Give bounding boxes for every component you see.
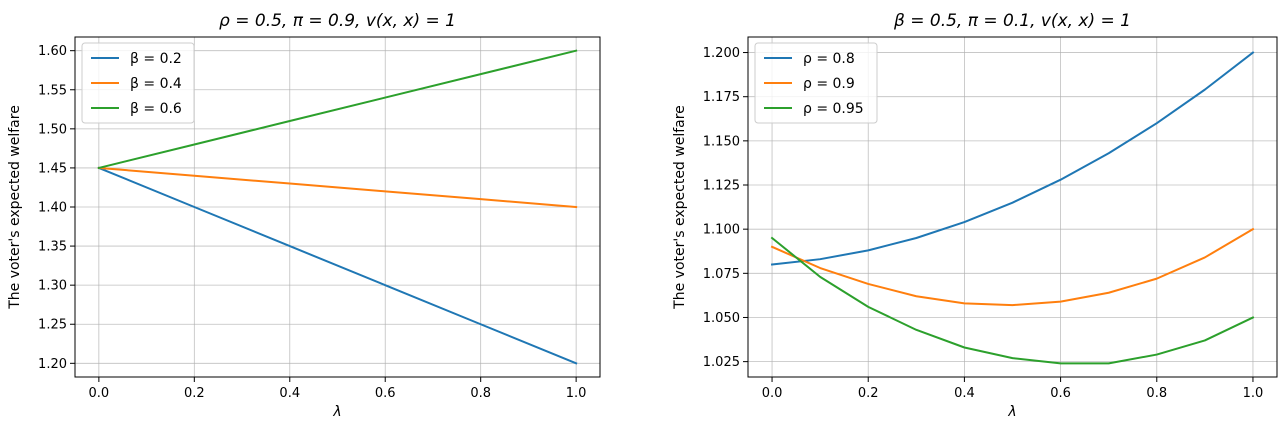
y-tick-label: 1.125 (703, 179, 740, 194)
x-tick-label: 0.8 (470, 386, 491, 401)
x-axis-label: λ (1007, 404, 1016, 420)
y-tick-label: 1.40 (38, 201, 67, 216)
y-tick-label: 1.150 (703, 134, 740, 149)
y-tick-label: 1.35 (38, 240, 67, 255)
series-line-2 (97, 49, 578, 170)
y-tick-label: 1.50 (38, 122, 67, 137)
y-tick-label: 1.075 (703, 267, 740, 282)
axes-frame (747, 36, 1278, 378)
y-tick-label: 1.45 (38, 161, 67, 176)
series-lines (770, 51, 1255, 365)
legend-label-0: ρ = 0.8 (803, 51, 855, 67)
x-tick-label: 0.8 (1146, 386, 1167, 401)
grid (748, 37, 1277, 377)
y-tick-label: 1.100 (703, 223, 740, 238)
legend-label-1: β = 0.4 (130, 76, 182, 92)
x-tick-label: 0.2 (184, 386, 205, 401)
legend-label-0: β = 0.2 (130, 51, 182, 67)
x-tick-label: 1.0 (566, 386, 587, 401)
y-tick-label: 1.25 (38, 318, 67, 333)
series-line-1 (770, 227, 1255, 307)
legend-box (81, 42, 195, 124)
legend-label-2: β = 0.6 (130, 101, 182, 117)
y-tick-label: 1.050 (703, 311, 740, 326)
x-axis-label: λ (332, 404, 341, 420)
chart-title: ρ = 0.5, π = 0.9, v(x, x) = 1 (219, 11, 456, 31)
x-tick-label: 0.0 (762, 386, 783, 401)
y-tick-label: 1.175 (703, 90, 740, 105)
y-axis-label: The voter's expected welfare (672, 105, 688, 310)
series-line-0 (770, 51, 1255, 266)
legend-label-2: ρ = 0.95 (803, 101, 864, 117)
series-line-2 (770, 236, 1255, 365)
legend: β = 0.2 β = 0.4 β = 0.6 (81, 42, 195, 124)
x-tick-label: 0.4 (279, 386, 300, 401)
y-tick-label: 1.60 (38, 44, 67, 59)
chart-left: 0.0 0.2 0.4 0.6 0.8 1.0 1.20 1.25 1.30 1.35 1.40 1.… (7, 11, 601, 420)
x-tick-label: 0.6 (375, 386, 396, 401)
y-tick-label: 1.55 (38, 83, 67, 98)
y-tick-label: 1.30 (38, 279, 67, 294)
legend: ρ = 0.8 ρ = 0.9 ρ = 0.95 (754, 42, 878, 124)
chart-right: 0.0 0.2 0.4 0.6 0.8 1.0 1.025 1.050 1.075 1.100 1.… (672, 11, 1278, 420)
x-tick-label: 0.0 (89, 386, 110, 401)
y-tick-label: 1.200 (703, 46, 740, 61)
chart-title: β = 0.5, π = 0.1, v(x, x) = 1 (893, 11, 1131, 31)
legend-label-1: ρ = 0.9 (803, 76, 855, 92)
series-line-0 (97, 166, 578, 365)
x-tick-label: 0.4 (954, 386, 975, 401)
y-axis-label: The voter's expected welfare (7, 105, 23, 310)
y-tick-label: 1.20 (38, 357, 67, 372)
x-tick-label: 0.2 (858, 386, 879, 401)
legend-box (754, 42, 878, 124)
y-tick-label: 1.025 (703, 355, 740, 370)
x-tick-label: 1.0 (1243, 386, 1264, 401)
series-lines (97, 49, 578, 365)
series-line-1 (97, 166, 578, 209)
x-tick-label: 0.6 (1050, 386, 1071, 401)
